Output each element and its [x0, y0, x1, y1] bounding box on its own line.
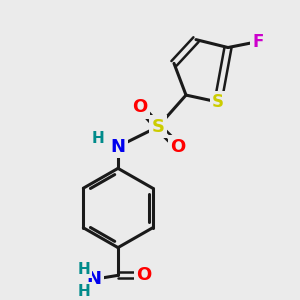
Text: O: O: [136, 266, 152, 284]
Text: O: O: [170, 138, 186, 156]
Text: N: N: [86, 270, 101, 288]
Text: H: H: [78, 262, 90, 277]
Text: F: F: [252, 33, 264, 51]
Text: H: H: [78, 284, 90, 299]
Text: S: S: [212, 93, 224, 111]
Text: N: N: [110, 138, 125, 156]
Text: O: O: [132, 98, 148, 116]
Text: H: H: [92, 131, 104, 146]
Text: S: S: [152, 118, 164, 136]
